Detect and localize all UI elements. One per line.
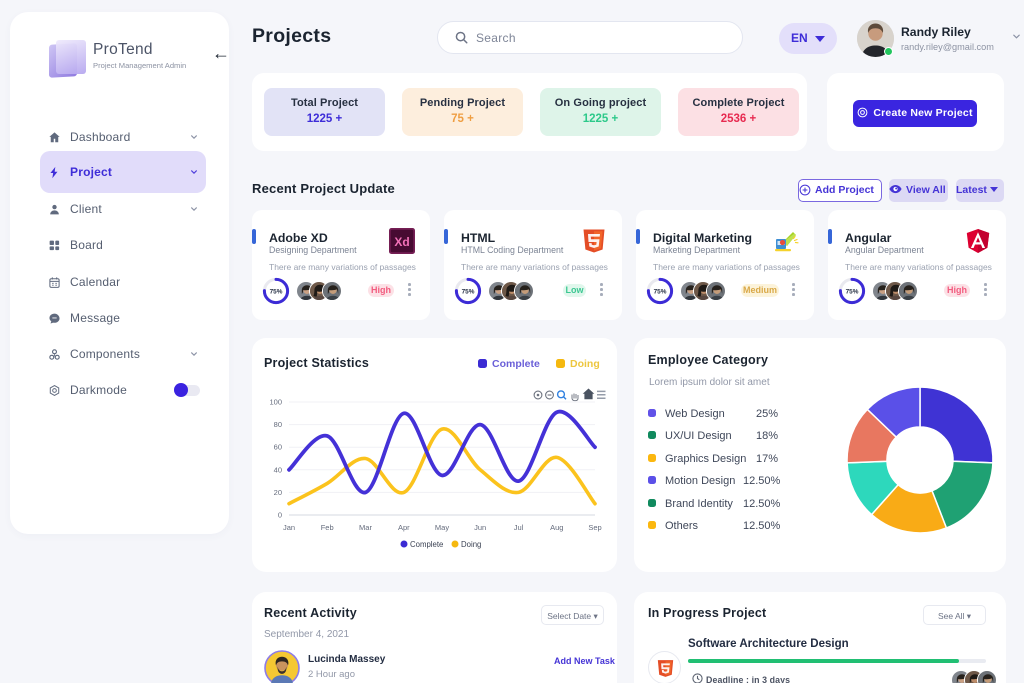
svg-text:0: 0 <box>278 511 282 520</box>
svg-text:Doing: Doing <box>461 540 481 549</box>
svg-text:60: 60 <box>274 443 282 452</box>
svg-text:Jul: Jul <box>514 523 524 532</box>
svg-text:40: 40 <box>274 465 282 474</box>
svg-text:Aug: Aug <box>550 523 563 532</box>
svg-text:100: 100 <box>269 398 282 407</box>
svg-text:Mar: Mar <box>359 523 372 532</box>
svg-text:May: May <box>435 523 449 532</box>
svg-text:20: 20 <box>274 488 282 497</box>
svg-text:Jan: Jan <box>283 523 295 532</box>
svg-text:75%: 75% <box>270 289 283 296</box>
svg-text:Jun: Jun <box>474 523 486 532</box>
svg-text:75%: 75% <box>654 289 667 296</box>
svg-text:75%: 75% <box>846 289 859 296</box>
svg-text:Sep: Sep <box>588 523 601 532</box>
svg-text:Feb: Feb <box>321 523 334 532</box>
svg-text:Complete: Complete <box>410 540 443 549</box>
svg-text:80: 80 <box>274 420 282 429</box>
svg-text:Xd: Xd <box>394 235 409 249</box>
svg-text:Apr: Apr <box>398 523 410 532</box>
svg-text:75%: 75% <box>462 289 475 296</box>
